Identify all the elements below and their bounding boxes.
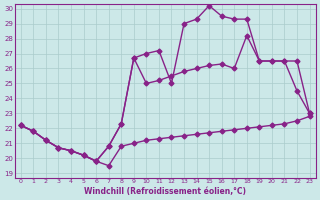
X-axis label: Windchill (Refroidissement éolien,°C): Windchill (Refroidissement éolien,°C) (84, 187, 246, 196)
